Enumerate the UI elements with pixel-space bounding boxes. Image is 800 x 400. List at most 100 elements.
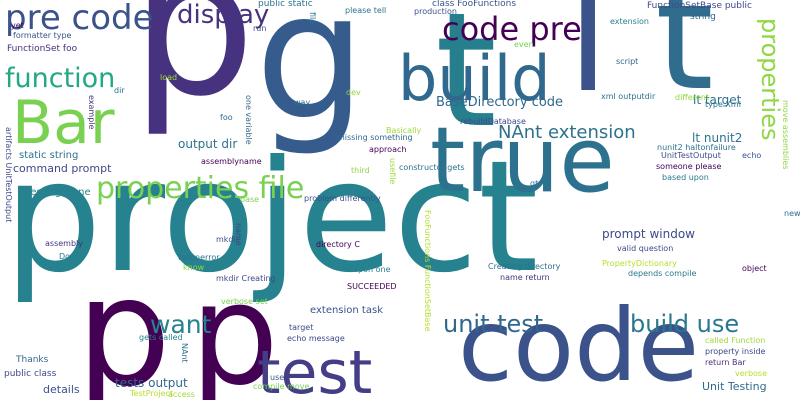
- word: foo: [220, 113, 233, 122]
- word: script: [616, 57, 639, 66]
- word: TestProject: [130, 389, 174, 398]
- word: return Bar: [705, 358, 746, 367]
- word: build: [398, 42, 551, 115]
- word: extension: [610, 17, 649, 26]
- word: gt: [530, 179, 539, 188]
- word: nunit2 haltonfailure: [657, 143, 736, 152]
- word: test: [257, 338, 373, 400]
- word: static string: [19, 150, 79, 161]
- word: base: [240, 195, 260, 204]
- word: please tell: [345, 6, 387, 15]
- word: constructor gets: [399, 163, 465, 172]
- word: unit test: [443, 310, 544, 338]
- word: someone please: [656, 162, 722, 171]
- word: rebuildDatabase: [460, 117, 526, 126]
- word: formatter type: [13, 31, 72, 40]
- word: public class: [4, 369, 57, 379]
- word: missing something: [337, 133, 413, 142]
- word: directory C: [316, 240, 360, 249]
- word: true: [430, 108, 615, 213]
- word: compile move: [253, 382, 310, 391]
- word: know: [183, 263, 205, 272]
- word: target: [289, 323, 314, 332]
- word: Bar: [12, 88, 115, 158]
- word: NAnt extension: [498, 122, 636, 143]
- word: echo: [742, 151, 762, 160]
- word: prompt window: [602, 227, 695, 241]
- word: assemblyname: [201, 157, 262, 166]
- word: third: [351, 166, 370, 175]
- word: p: [131, 0, 256, 140]
- word: Testing Done: [26, 187, 91, 198]
- word: public static: [258, 0, 313, 9]
- word: function: [5, 63, 116, 94]
- word: lt nunit2: [692, 131, 743, 145]
- word: command prompt: [13, 162, 112, 175]
- word: failonerror: [178, 253, 220, 262]
- word: tests output: [115, 376, 188, 390]
- word: production: [414, 7, 457, 16]
- word: l: [567, 0, 610, 126]
- word: artifacts UnitTestOutput: [4, 127, 13, 223]
- word: example: [87, 95, 96, 130]
- word: run: [253, 24, 267, 33]
- word: way: [294, 98, 311, 107]
- word: t: [435, 0, 497, 163]
- word: echo message: [287, 334, 345, 343]
- word: BaseDirectory code: [436, 95, 564, 110]
- word: Thanks: [16, 355, 49, 365]
- word: Done: [59, 252, 81, 261]
- word: SUCCEEDED: [347, 282, 397, 291]
- word: FooFunctions FunctionSetBase: [423, 210, 432, 332]
- word: assembly: [45, 239, 83, 248]
- word: file: [308, 12, 317, 25]
- word: FunctionSet foo: [7, 44, 78, 54]
- word: based upon: [662, 173, 709, 182]
- word: one variable: [244, 95, 253, 145]
- word: dir: [114, 86, 125, 95]
- word: want: [150, 310, 212, 339]
- word: Creating directory: [488, 262, 561, 271]
- word: p: [76, 246, 172, 400]
- word: lt target: [693, 93, 742, 107]
- word: code pre: [442, 10, 582, 48]
- word: approach: [369, 145, 407, 154]
- word: gets called: [139, 333, 183, 342]
- word: load: [160, 73, 178, 82]
- word: PropertyDictionary: [602, 259, 677, 268]
- word: valid question: [617, 244, 674, 253]
- word: new: [784, 209, 800, 218]
- word: pre code: [5, 0, 154, 38]
- word: problem differently: [304, 194, 381, 203]
- word: usefile: [388, 158, 397, 185]
- word: FunctionSetBase public: [647, 1, 752, 11]
- word: properties: [756, 18, 784, 141]
- word: NAnt: [180, 343, 189, 363]
- word: output dir: [178, 137, 238, 151]
- word: Unit Testing: [702, 380, 767, 393]
- word: extension task: [310, 305, 383, 316]
- word: different: [675, 93, 709, 102]
- word: property inside: [705, 347, 766, 356]
- word: object: [742, 264, 767, 273]
- word: yet: [11, 21, 24, 30]
- word: Basically: [386, 126, 422, 135]
- word: project: [4, 128, 539, 307]
- word: display: [177, 0, 270, 30]
- word: access: [168, 390, 195, 399]
- word: dev: [346, 88, 361, 97]
- word: depends compile: [628, 269, 697, 278]
- word: details: [43, 383, 80, 396]
- word: t: [655, 0, 714, 124]
- word: move assemblies: [781, 100, 790, 170]
- word: class FooFunctions: [432, 0, 517, 9]
- word: verbose: [735, 369, 768, 378]
- word: mkdir: [216, 235, 240, 244]
- word: upon one: [353, 265, 391, 274]
- word: g: [255, 0, 367, 159]
- word: properties file: [96, 171, 305, 206]
- word: name return: [500, 273, 550, 282]
- word: called Function: [705, 336, 766, 345]
- word: UnitTestOutput: [661, 151, 721, 160]
- word: xml outputdir: [601, 92, 656, 101]
